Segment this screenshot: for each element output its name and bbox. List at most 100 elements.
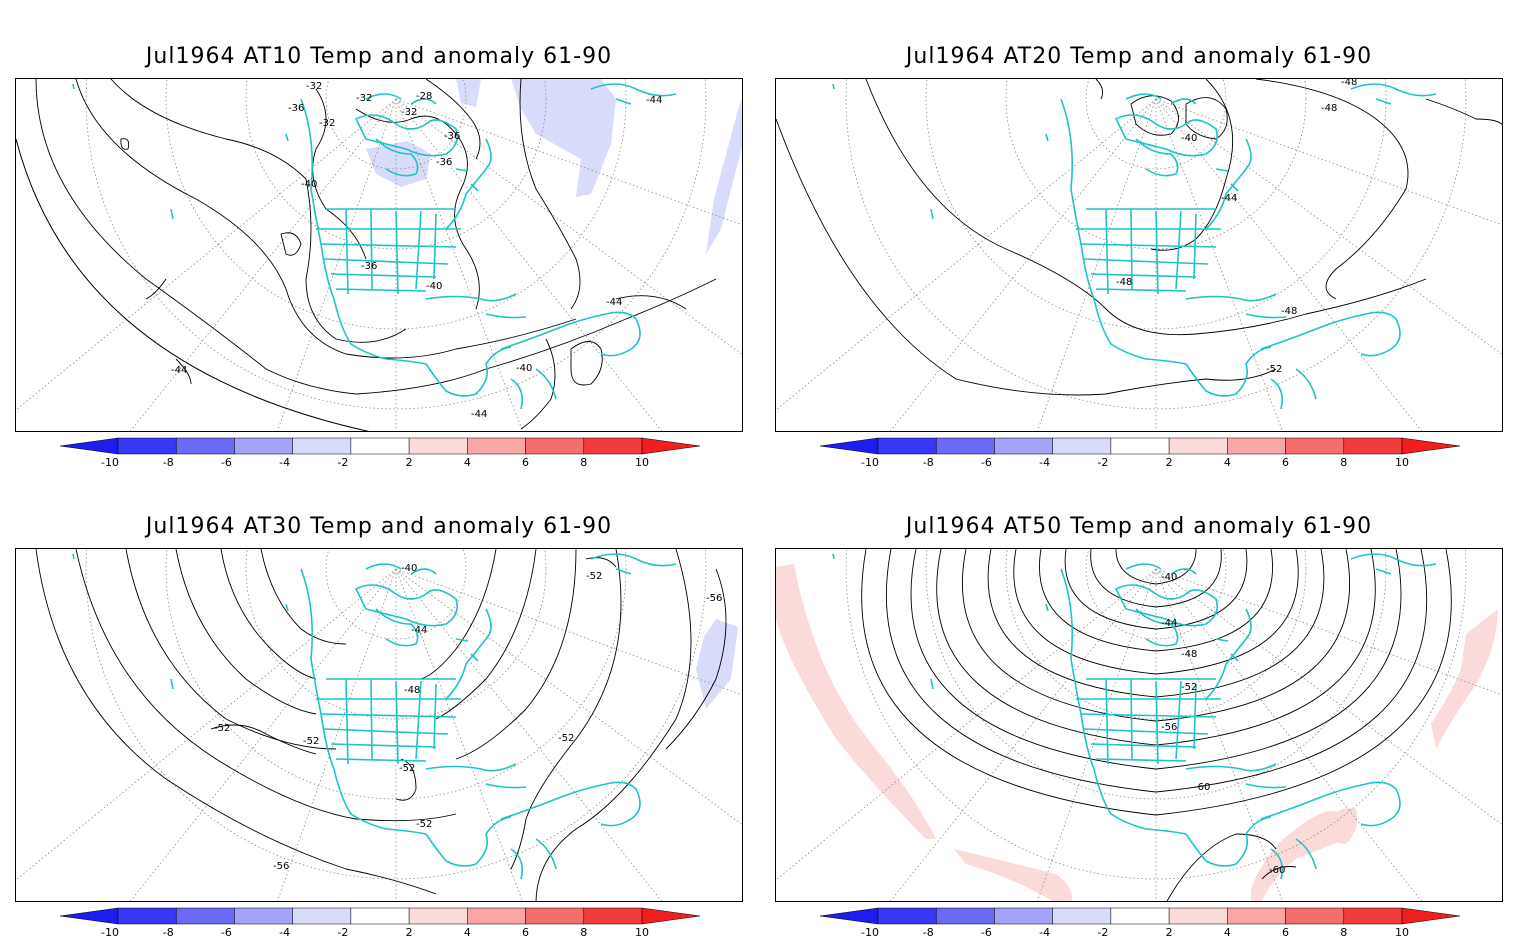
- colorbar-tick-label: -4: [279, 456, 290, 469]
- colorbar-tick-label: -2: [337, 926, 348, 939]
- contour-label: -52: [586, 571, 602, 582]
- colorbar-segment: [117, 437, 177, 455]
- contour-label: -40: [1181, 133, 1197, 144]
- colorbar-tick-label: 2: [1166, 456, 1173, 469]
- colorbar-segment: [1110, 907, 1170, 925]
- contour-label: -56: [273, 861, 289, 872]
- colorbar: -10 -8 -6 -4 -2 2 4 6 8 10: [59, 907, 720, 944]
- colorbar-tick-label: 4: [464, 456, 471, 469]
- map-frame: -40 -52 -56 -44 -48 -52 -52 -52 -52 -52 …: [15, 548, 743, 902]
- colorbar-segment: [641, 907, 701, 925]
- colorbar-segment: [175, 907, 235, 925]
- colorbar-tick-label: 8: [1340, 926, 1347, 939]
- contour-label: -40: [401, 563, 417, 574]
- colorbar-tick-label: -10: [861, 456, 879, 469]
- contour-label: -48: [1181, 649, 1197, 660]
- colorbar-tick-label: -10: [101, 456, 119, 469]
- negative-anomaly-region: [456, 79, 481, 107]
- colorbar: -10 -8 -6 -4 -2 2 4 6 8 10: [819, 907, 1480, 944]
- colorbar-segment: [1110, 437, 1170, 455]
- colorbar-tick-label: -6: [221, 926, 232, 939]
- positive-anomaly-region: [1431, 609, 1498, 749]
- colorbar-tick-label: 8: [1340, 456, 1347, 469]
- colorbar-tick-label: -6: [221, 456, 232, 469]
- coastlines: [72, 83, 677, 410]
- colorbar-segment: [175, 437, 235, 455]
- colorbar-tick-label: -10: [101, 926, 119, 939]
- colorbar-tick-label: -10: [861, 926, 879, 939]
- colorbar-segment: [1227, 437, 1286, 455]
- contour-label: -40: [516, 363, 532, 374]
- contour-label: -44: [646, 95, 662, 106]
- contour-label: -56: [706, 593, 722, 604]
- contour-label: -48: [1321, 103, 1337, 114]
- contour-label: -44: [1221, 193, 1237, 204]
- colorbar-tick-label: 10: [1395, 926, 1409, 939]
- colorbar-segment: [1343, 907, 1403, 925]
- panel-title: Jul1964 AT50 Temp and anomaly 61-90: [905, 514, 1373, 539]
- contour-label-group: -32 -32 -28 -36 -32 -36 -36 -32 -40 -36 …: [171, 81, 662, 420]
- colorbar-segment: [525, 907, 585, 925]
- colorbar-segment: [350, 437, 410, 455]
- colorbar-svg: -10 -8 -6 -4 -2 2 4 6 8 10: [819, 907, 1461, 939]
- contour-lines: [35, 549, 727, 901]
- contour-label-group: -40 -44 -48 -52 -56 -60 -60: [1161, 572, 1285, 876]
- colorbar-tick-label: 2: [1166, 926, 1173, 939]
- colorbar-tick-label: 6: [522, 926, 529, 939]
- map-frame: -48 -48 -40 -44 -48 -48 -52: [775, 78, 1503, 432]
- colorbar-segment: [1285, 907, 1345, 925]
- colorbar-tick-label: -6: [981, 456, 992, 469]
- projection-edge: [16, 138, 370, 431]
- colorbar-segment: [1168, 437, 1228, 455]
- contour-label: -32: [356, 93, 372, 104]
- negative-anomaly-region: [706, 99, 742, 254]
- colorbar-segment: [819, 907, 879, 925]
- colorbar-segment: [292, 907, 352, 925]
- colorbar-tick-label: -8: [163, 456, 174, 469]
- colorbar-tick-label: -8: [923, 926, 934, 939]
- map-at20: -48 -48 -40 -44 -48 -48 -52: [776, 79, 1502, 431]
- contour-label: -56: [1161, 722, 1177, 733]
- negative-anomaly-region: [696, 619, 738, 709]
- colorbar-segment: [408, 437, 468, 455]
- contour-label: -44: [411, 625, 427, 636]
- coastlines: [72, 553, 677, 880]
- negative-anomaly-region: [511, 79, 616, 197]
- contour-label: -28: [416, 91, 432, 102]
- contour-label: -36: [288, 103, 304, 114]
- contour-label: -60: [1194, 782, 1210, 793]
- contour-label: -44: [171, 365, 187, 376]
- graticule: [16, 549, 742, 901]
- contour-label-group: -48 -48 -40 -44 -48 -48 -52: [1116, 79, 1357, 375]
- contour-label: -52: [1181, 682, 1197, 693]
- colorbar-tick-label: 6: [1282, 926, 1289, 939]
- colorbar-segment: [1343, 437, 1403, 455]
- positive-anomaly-region: [1321, 808, 1358, 844]
- colorbar-segment: [292, 437, 352, 455]
- coastlines: [832, 553, 1437, 880]
- colorbar-segment: [877, 907, 937, 925]
- colorbar-segment: [935, 437, 995, 455]
- contour-label: -32: [401, 107, 417, 118]
- graticule: [776, 549, 1502, 901]
- contour-label: -52: [558, 733, 574, 744]
- colorbar-tick-label: -8: [163, 926, 174, 939]
- panel-title: Jul1964 AT30 Temp and anomaly 61-90: [145, 514, 613, 539]
- colorbar-segment: [994, 437, 1053, 455]
- colorbar-segment: [1401, 907, 1461, 925]
- colorbar-tick-label: -2: [1097, 926, 1108, 939]
- colorbar-tick-label: -8: [923, 456, 934, 469]
- contour-label: -52: [303, 736, 319, 747]
- contour-lines: [776, 79, 1502, 396]
- positive-anomaly-region: [776, 564, 936, 839]
- colorbar-segment: [234, 907, 293, 925]
- colorbar: -10 -8 -6 -4 -2 2 4 6 8 10: [59, 437, 720, 474]
- contour-label: -48: [1281, 306, 1297, 317]
- colorbar-tick-label: -4: [279, 926, 290, 939]
- contour-label: -52: [214, 723, 230, 734]
- colorbar-segment: [1401, 437, 1461, 455]
- colorbar-tick-label: 2: [406, 456, 413, 469]
- colorbar-segment: [467, 907, 526, 925]
- graticule: [16, 79, 742, 431]
- contour-lines: [35, 79, 717, 430]
